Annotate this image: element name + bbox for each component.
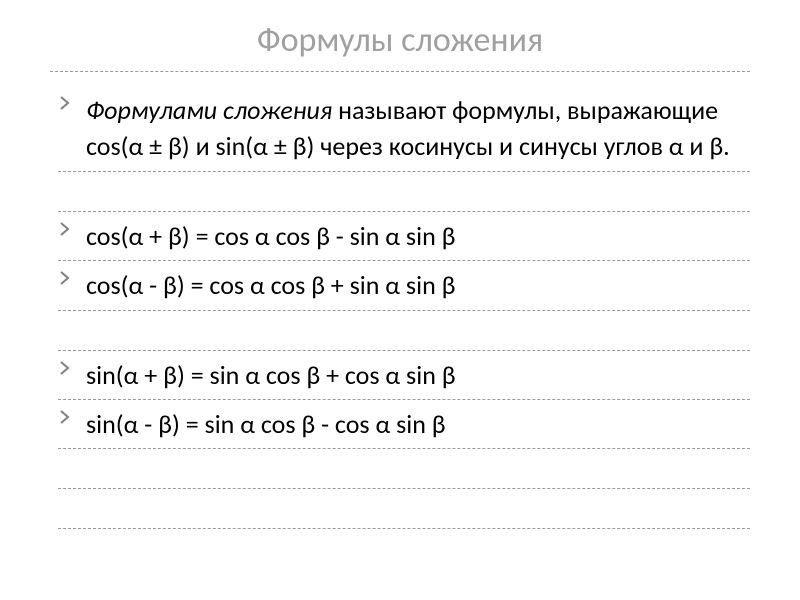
spacer-row [58,172,750,212]
slide-title: Формулы сложения [50,20,750,61]
spacer-row [58,311,750,351]
bullet-cos-sum: cos(α + β) = cos α cos β - sin α sin β [58,212,750,261]
formula-sin-sum: sin(α + β) = sin α cos β + cos α sin β [86,357,750,393]
slide-content: Формулами сложения называют формулы, выр… [50,86,750,529]
chevron-right-icon [58,96,72,110]
bullet-intro: Формулами сложения называют формулы, выр… [58,86,750,172]
chevron-right-icon [58,222,72,236]
chevron-right-icon [58,361,72,375]
bullet-sin-sum: sin(α + β) = sin α cos β + cos α sin β [58,351,750,400]
chevron-right-icon [58,271,72,285]
intro-emphasis: Формулами сложения [86,94,338,126]
formula-cos-sum: cos(α + β) = cos α cos β - sin α sin β [86,218,750,254]
bullet-cos-diff: cos(α - β) = cos α cos β + sin α sin β [58,261,750,310]
formula-cos-diff: cos(α - β) = cos α cos β + sin α sin β [86,267,750,303]
spacer-row [58,449,750,489]
chevron-right-icon [58,410,72,424]
slide: Формулы сложения Формулами сложения назы… [0,0,800,600]
spacer-row [58,489,750,529]
formula-sin-diff: sin(α - β) = sin α cos β - cos α sin β [86,406,750,442]
title-region: Формулы сложения [50,20,750,72]
bullet-sin-diff: sin(α - β) = sin α cos β - cos α sin β [58,400,750,449]
intro-text: Формулами сложения называют формулы, выр… [86,92,750,165]
